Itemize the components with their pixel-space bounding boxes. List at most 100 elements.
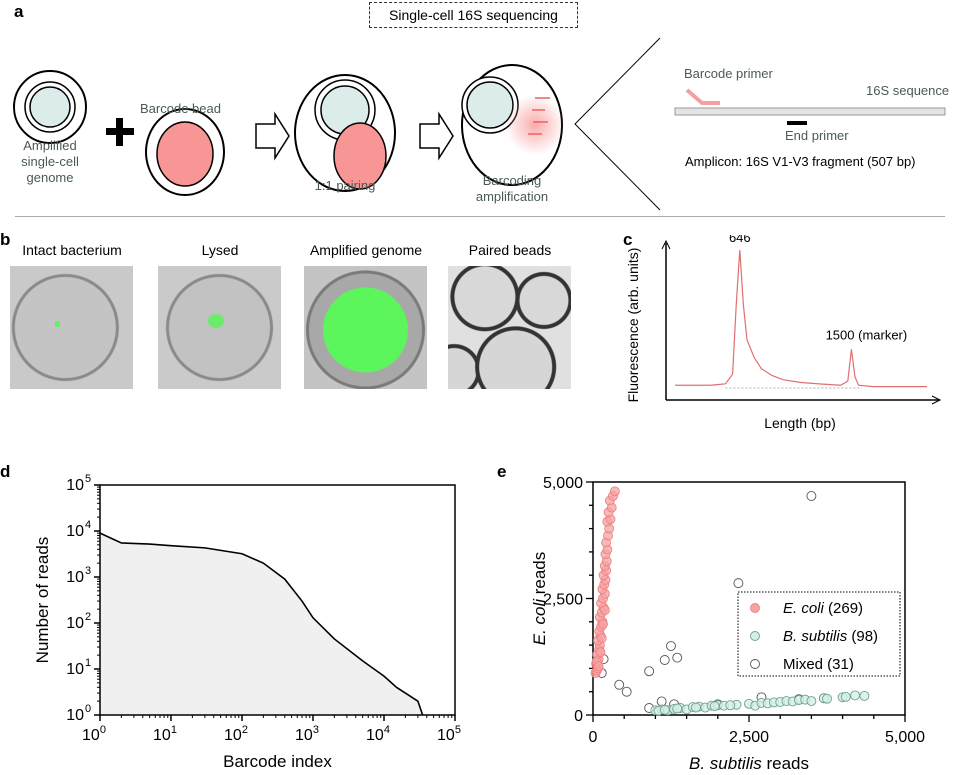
x-tick-label: 0 xyxy=(589,729,598,746)
barcoding-label-line: Barcoding xyxy=(482,173,542,188)
trace-line xyxy=(675,249,927,388)
y-tick-label: 2,500 xyxy=(543,592,583,609)
y-axis-label-rest: reads xyxy=(530,552,549,599)
legend-count: (269) xyxy=(824,600,863,617)
x-tick-exponent: 4 xyxy=(384,724,390,736)
x-tick-exponent: 5 xyxy=(455,724,461,736)
lysed-dna xyxy=(208,314,224,328)
16s-sequence-label: 16S sequence xyxy=(866,83,950,98)
y-axis-label: Number of reads xyxy=(33,537,52,664)
peak-label: 646 xyxy=(729,235,751,245)
micrograph-title: Lysed xyxy=(201,242,239,258)
data-point xyxy=(859,690,870,701)
y-axis-label-species: E. coli xyxy=(530,598,549,646)
data-point xyxy=(822,693,832,704)
micrograph-title: Amplified genome xyxy=(309,242,423,258)
genome-label-line: single-cell xyxy=(21,154,79,169)
x-tick-exponent: 0 xyxy=(100,724,106,736)
legend-species: Mixed xyxy=(783,656,823,673)
plus-icon xyxy=(106,118,134,146)
panel-label-e: e xyxy=(497,462,507,481)
x-tick-label: 5,000 xyxy=(885,729,925,746)
data-point xyxy=(659,704,670,715)
y-tick-exponent: 5 xyxy=(85,473,91,485)
y-tick-label: 10 xyxy=(66,661,84,678)
legend-box xyxy=(737,591,901,677)
paired-droplet xyxy=(294,74,396,192)
barcode-primer-icon xyxy=(685,88,720,105)
y-tick-label: 10 xyxy=(66,615,84,632)
bacterium xyxy=(55,321,60,327)
genome-label: Amplified single-cell genome xyxy=(10,138,90,186)
x-tick-label: 103 xyxy=(295,724,319,744)
data-point xyxy=(806,491,817,501)
panel-label-c: c xyxy=(623,230,633,249)
data-point xyxy=(806,696,817,706)
data-point xyxy=(672,703,683,714)
y-tick-exponent: 3 xyxy=(85,565,91,577)
peak-label: 1500 (marker) xyxy=(826,328,908,343)
micrograph-paired xyxy=(448,266,571,389)
y-tick-label: 10 xyxy=(66,707,84,724)
y-tick-label: 0 xyxy=(574,708,583,725)
legend-label: E. coli (269) xyxy=(783,600,863,617)
end-primer-icon xyxy=(787,121,807,125)
data-point xyxy=(733,578,744,589)
x-tick-exponent: 2 xyxy=(242,724,248,736)
micrograph-amplified xyxy=(304,266,427,389)
workflow-diagram xyxy=(13,37,946,211)
end-primer-label: End primer xyxy=(785,128,849,143)
x-axis-label-species: B. subtilis xyxy=(689,754,762,773)
legend-marker xyxy=(750,659,760,669)
barcode-bead-label: Barcode bead xyxy=(140,101,221,116)
data-point xyxy=(595,647,606,658)
x-axis-label: B. subtilis reads xyxy=(689,754,809,773)
legend: E. coli (269) B. subtilis (98) Mixed (31) xyxy=(737,591,901,677)
y-tick-exponent: 2 xyxy=(85,611,91,623)
arrow-icon xyxy=(255,111,290,161)
x-axis-arrow-icon xyxy=(931,395,942,405)
plot-frame xyxy=(99,484,456,716)
genome-label-line: Amplified xyxy=(23,138,77,153)
y-axis-label: Fluorescence (arb. units) xyxy=(625,248,641,403)
data-point xyxy=(593,661,604,672)
panel-label-d: d xyxy=(0,462,11,481)
x-axis-label: Length (bp) xyxy=(764,415,836,431)
data-point xyxy=(691,702,701,713)
barcoding-label: Barcoding amplification xyxy=(462,173,562,205)
x-tick-label: 102 xyxy=(224,724,248,744)
micrograph-intact xyxy=(10,266,133,389)
data-point xyxy=(596,633,607,644)
y-tick-label: 10 xyxy=(66,523,84,540)
zoom-lines xyxy=(574,37,661,211)
data-point xyxy=(666,641,676,651)
data-point xyxy=(609,486,620,497)
x-tick-exponent: 1 xyxy=(171,724,177,736)
workflow-title: Single-cell 16S sequencing xyxy=(369,2,578,28)
y-tick-label: 10 xyxy=(66,477,84,494)
panel-label-a: a xyxy=(14,2,24,21)
legend-label: B. subtilis (98) xyxy=(783,628,878,645)
legend-count: (31) xyxy=(823,656,854,673)
x-tick-exponent: 3 xyxy=(313,724,319,736)
y-tick-exponent: 1 xyxy=(85,657,91,669)
legend-species: B. subtilis xyxy=(783,628,848,645)
genome-label-line: genome xyxy=(26,170,74,185)
data-point xyxy=(672,652,683,663)
area-fill xyxy=(100,533,423,715)
x-axis-label: Barcode index xyxy=(223,752,332,771)
data-point xyxy=(621,686,632,697)
legend-marker xyxy=(750,631,760,641)
barcoding-label-line: amplification xyxy=(475,189,549,204)
x-axis-label-rest: reads xyxy=(762,754,809,773)
legend-marker xyxy=(750,603,760,613)
y-axis-label: E. coli reads xyxy=(530,552,549,646)
legend-label: Mixed (31) xyxy=(783,656,854,673)
panel-label-b: b xyxy=(0,230,11,249)
electropherogram-chart: 646 1500 (marker) Length (bp) Fluorescence … xyxy=(625,235,942,431)
genome-droplet xyxy=(13,70,87,144)
legend-species: E. coli xyxy=(783,600,825,617)
amplicon-label: Amplicon: 16S V1-V3 fragment (507 bp) xyxy=(685,154,916,169)
